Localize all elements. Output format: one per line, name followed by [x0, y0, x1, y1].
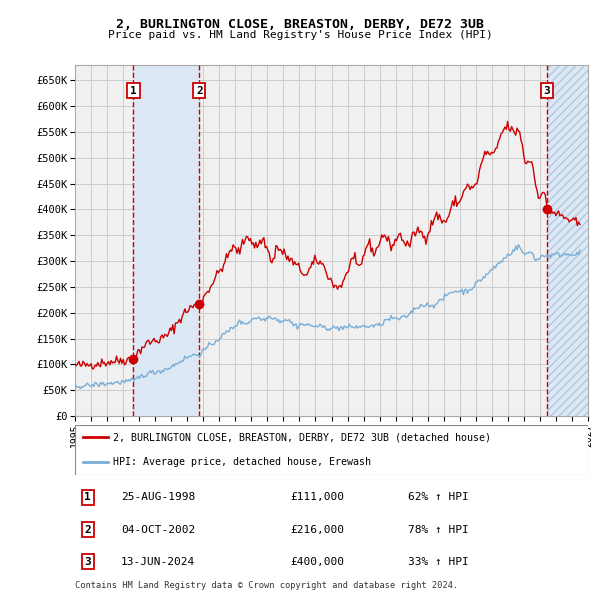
Text: 62% ↑ HPI: 62% ↑ HPI	[409, 493, 469, 503]
Text: 2: 2	[85, 525, 91, 535]
Text: £216,000: £216,000	[290, 525, 344, 535]
Text: 2, BURLINGTON CLOSE, BREASTON, DERBY, DE72 3UB: 2, BURLINGTON CLOSE, BREASTON, DERBY, DE…	[116, 18, 484, 31]
Text: 13-JUN-2024: 13-JUN-2024	[121, 556, 196, 566]
Text: 2: 2	[196, 86, 203, 96]
Text: 33% ↑ HPI: 33% ↑ HPI	[409, 556, 469, 566]
Text: 04-OCT-2002: 04-OCT-2002	[121, 525, 196, 535]
Text: 3: 3	[544, 86, 550, 96]
Bar	[547, 65, 588, 416]
Text: 1: 1	[85, 493, 91, 503]
Text: 78% ↑ HPI: 78% ↑ HPI	[409, 525, 469, 535]
Text: £111,000: £111,000	[290, 493, 344, 503]
Text: Price paid vs. HM Land Registry's House Price Index (HPI): Price paid vs. HM Land Registry's House …	[107, 30, 493, 40]
Text: HPI: Average price, detached house, Erewash: HPI: Average price, detached house, Erew…	[113, 457, 371, 467]
Text: 25-AUG-1998: 25-AUG-1998	[121, 493, 196, 503]
Text: Contains HM Land Registry data © Crown copyright and database right 2024.: Contains HM Land Registry data © Crown c…	[75, 581, 458, 590]
Text: 2, BURLINGTON CLOSE, BREASTON, DERBY, DE72 3UB (detached house): 2, BURLINGTON CLOSE, BREASTON, DERBY, DE…	[113, 432, 491, 442]
Text: 3: 3	[85, 556, 91, 566]
Text: £400,000: £400,000	[290, 556, 344, 566]
Bar	[133, 65, 199, 416]
Text: 1: 1	[130, 86, 137, 96]
